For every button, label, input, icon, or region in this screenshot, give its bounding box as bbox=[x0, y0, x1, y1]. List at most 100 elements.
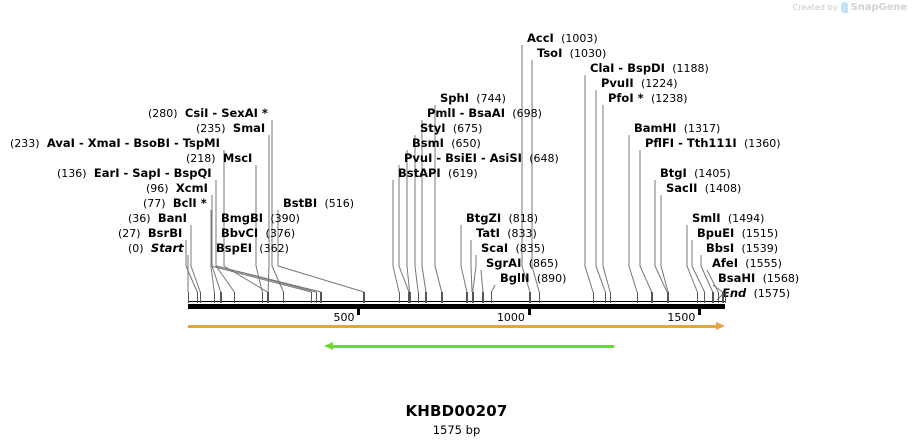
enzyme-name: BstAPI bbox=[398, 166, 441, 180]
enzyme-site-label[interactable]: BtgZI (818) bbox=[466, 212, 538, 225]
leader-line bbox=[595, 90, 606, 293]
enzyme-site-label[interactable]: BtgI (1405) bbox=[660, 167, 731, 180]
name-separator: - bbox=[614, 61, 628, 75]
site-position: (1238) bbox=[650, 92, 688, 105]
enzyme-name: TatI bbox=[476, 226, 500, 240]
site-mark bbox=[220, 292, 222, 303]
leader-line bbox=[255, 165, 263, 293]
enzyme-site-label[interactable]: (233) AvaI - XmaI - BsoBI - TspMI bbox=[10, 137, 220, 150]
leader-lines bbox=[185, 45, 726, 300]
site-position: (235) bbox=[196, 122, 226, 135]
enzyme-site-label[interactable]: (77) BclI * bbox=[143, 197, 207, 210]
enzyme-site-label[interactable]: BsaHI (1568) bbox=[718, 272, 799, 285]
leader-line bbox=[434, 105, 443, 293]
enzyme-site-label[interactable]: (27) BsrBI bbox=[118, 227, 182, 240]
green-feature-arrow[interactable] bbox=[324, 342, 614, 351]
title-block: KHBD00207 1575 bp bbox=[0, 402, 913, 437]
site-mark bbox=[213, 292, 216, 303]
enzyme-site-label[interactable]: BmgBI (390) bbox=[221, 212, 300, 225]
enzyme-site-label[interactable]: PflFI - Tth111I (1360) bbox=[645, 137, 781, 150]
site-mark bbox=[667, 292, 669, 303]
enzyme-name: BstBI bbox=[283, 196, 318, 210]
enzyme-site-label[interactable]: (0) Start bbox=[128, 242, 184, 255]
site-mark bbox=[310, 292, 313, 303]
leader-line bbox=[628, 135, 638, 293]
watermark-brand-label: SnapGene bbox=[850, 2, 907, 13]
ruler-tick-label-1000: 1000 bbox=[496, 311, 525, 324]
enzyme-site-label[interactable]: BspEI (362) bbox=[216, 242, 289, 255]
enzyme-site-label[interactable]: PvuII (1224) bbox=[601, 77, 678, 90]
enzyme-site-label[interactable]: BglII (890) bbox=[500, 272, 566, 285]
enzyme-name: PfoI bbox=[608, 91, 634, 105]
enzyme-site-label[interactable]: BbsI (1539) bbox=[706, 242, 778, 255]
site-position: (698) bbox=[512, 107, 542, 120]
enzyme-site-label[interactable]: BpuEI (1515) bbox=[697, 227, 778, 240]
leader-line bbox=[392, 180, 400, 293]
site-mark bbox=[704, 292, 706, 303]
enzyme-site-label[interactable]: (36) BanI bbox=[128, 212, 187, 225]
enzyme-site-label[interactable]: BbvCI (376) bbox=[221, 227, 295, 240]
enzyme-site-label[interactable]: (96) XcmI bbox=[146, 182, 208, 195]
enzyme-name: BanI bbox=[157, 211, 187, 225]
site-position: (865) bbox=[528, 257, 559, 270]
enzyme-site-label[interactable]: (280) CsiI - SexAI * bbox=[148, 107, 268, 120]
enzyme-site-label[interactable]: ClaI - BspDI (1188) bbox=[590, 62, 709, 75]
arrow-head-icon bbox=[324, 342, 334, 350]
site-position: (218) bbox=[186, 152, 216, 165]
enzyme-site-label[interactable]: PfoI * (1238) bbox=[608, 92, 688, 105]
enzyme-site-label[interactable]: PmlI - BsaAI (698) bbox=[427, 107, 542, 120]
sequence-ruler: 500 1000 1500 bbox=[187, 292, 726, 350]
enzyme-site-label[interactable]: (136) EarI - SapI - BspQI bbox=[57, 167, 212, 180]
enzyme-site-label[interactable]: SphI (744) bbox=[440, 92, 506, 105]
name-separator: - bbox=[119, 166, 133, 180]
enzyme-site-label[interactable]: (218) MscI bbox=[186, 152, 252, 165]
site-mark bbox=[398, 292, 400, 303]
enzyme-name: BbsI bbox=[706, 241, 735, 255]
enzyme-site-label[interactable]: TatI (833) bbox=[476, 227, 537, 240]
leader-line bbox=[215, 225, 322, 293]
enzyme-site-label[interactable]: End (1575) bbox=[722, 287, 790, 300]
enzyme-site-label[interactable]: BsmI (650) bbox=[412, 137, 481, 150]
ruler-tick-500 bbox=[357, 306, 361, 315]
leader-line bbox=[706, 269, 719, 293]
orange-feature-arrow[interactable] bbox=[188, 322, 725, 331]
enzyme-site-label[interactable]: TsoI (1030) bbox=[537, 47, 606, 60]
site-position: (1030) bbox=[569, 47, 607, 60]
enzyme-name: SmaI bbox=[232, 121, 266, 135]
site-mark bbox=[315, 292, 318, 303]
enzyme-site-label[interactable]: AfeI (1555) bbox=[712, 257, 782, 270]
enzyme-name: BmgBI bbox=[221, 211, 264, 225]
site-position: (890) bbox=[536, 272, 567, 285]
site-mark bbox=[472, 292, 474, 303]
site-position: (1555) bbox=[745, 257, 782, 270]
enzyme-name: StyI bbox=[420, 121, 446, 135]
enzyme-site-label[interactable]: SmlI (1494) bbox=[692, 212, 764, 225]
enzyme-name: ClaI bbox=[590, 61, 615, 75]
site-mark bbox=[425, 292, 427, 303]
site-mark bbox=[529, 292, 531, 303]
enzyme-name: XcmI bbox=[175, 181, 208, 195]
site-position: (36) bbox=[128, 212, 151, 225]
site-mark bbox=[282, 292, 285, 303]
watermark-created-by-label: Created by bbox=[792, 3, 838, 12]
site-mark bbox=[417, 292, 420, 303]
site-position: (233) bbox=[10, 137, 40, 150]
enzyme-site-label[interactable]: BstBI (516) bbox=[283, 197, 354, 210]
enzyme-site-label[interactable]: SacII (1408) bbox=[666, 182, 741, 195]
enzyme-name: SphI bbox=[440, 91, 469, 105]
enzyme-name: AfeI bbox=[712, 256, 738, 270]
leader-line bbox=[531, 60, 540, 293]
enzyme-site-label[interactable]: StyI (675) bbox=[420, 122, 482, 135]
enzyme-site-label[interactable]: BamHI (1317) bbox=[634, 122, 720, 135]
enzyme-site-label[interactable]: AccI (1003) bbox=[527, 32, 598, 45]
leader-line bbox=[406, 150, 411, 293]
enzyme-site-label[interactable]: PvuI - BsiEI - AsiSI (648) bbox=[404, 152, 559, 165]
enzyme-site-label[interactable]: SgrAI (865) bbox=[486, 257, 558, 270]
name-separator: - bbox=[208, 106, 222, 120]
enzyme-name: MscI bbox=[222, 151, 253, 165]
enzyme-site-label[interactable]: ScaI (835) bbox=[481, 242, 545, 255]
leader-line bbox=[691, 240, 705, 293]
enzyme-name: PvuII bbox=[601, 76, 634, 90]
enzyme-site-label[interactable]: BstAPI (619) bbox=[398, 167, 478, 180]
enzyme-site-label[interactable]: (235) SmaI bbox=[196, 122, 265, 135]
